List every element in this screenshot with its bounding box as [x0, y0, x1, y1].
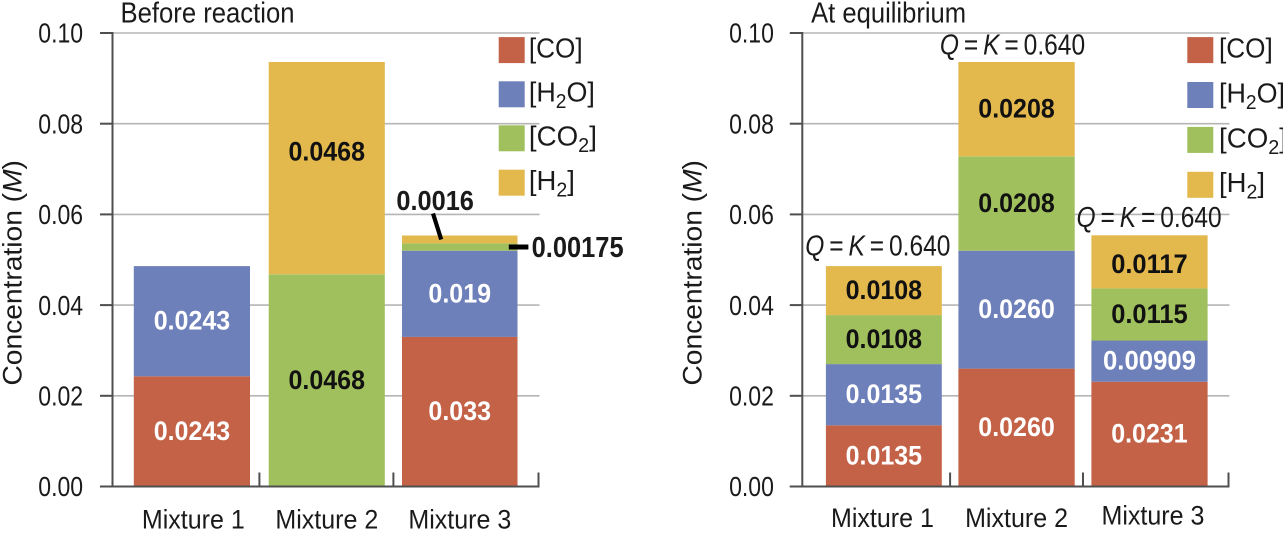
svg-text:0.0468: 0.0468 — [289, 365, 366, 395]
svg-text:0.00175: 0.00175 — [532, 232, 624, 264]
svg-text:Mixture 3: Mixture 3 — [1102, 501, 1205, 531]
svg-text:[CO]: [CO] — [1219, 33, 1273, 64]
svg-text:0.0208: 0.0208 — [978, 188, 1055, 218]
svg-text:Mixture 1: Mixture 1 — [831, 503, 934, 533]
svg-text:Concentration (M): Concentration (M) — [0, 160, 28, 386]
svg-text:[H2O]: [H2O] — [1219, 77, 1283, 114]
svg-text:Mixture 2: Mixture 2 — [275, 504, 378, 534]
svg-text:0.0108: 0.0108 — [846, 324, 923, 354]
svg-text:[CO2]: [CO2] — [529, 121, 597, 158]
svg-text:Mixture 3: Mixture 3 — [408, 504, 511, 534]
svg-text:At equilibrium: At equilibrium — [811, 0, 966, 30]
svg-text:0.0135: 0.0135 — [846, 440, 923, 470]
svg-text:0.10: 0.10 — [38, 18, 83, 49]
svg-text:[CO2]: [CO2] — [1219, 122, 1283, 159]
svg-text:0.04: 0.04 — [729, 290, 774, 321]
svg-text:0.0260: 0.0260 — [978, 294, 1055, 324]
svg-text:0.0016: 0.0016 — [396, 185, 474, 216]
svg-text:0.04: 0.04 — [38, 290, 83, 321]
svg-text:Q = K = 0.640: Q = K = 0.640 — [805, 231, 950, 263]
svg-text:Before reaction: Before reaction — [121, 0, 295, 30]
svg-text:0.0243: 0.0243 — [154, 306, 231, 336]
svg-text:0.0117: 0.0117 — [1111, 249, 1188, 279]
svg-text:0.0260: 0.0260 — [978, 412, 1055, 442]
svg-text:[H2O]: [H2O] — [529, 77, 595, 114]
svg-text:0.0468: 0.0468 — [289, 137, 366, 167]
svg-text:0.10: 0.10 — [729, 18, 774, 49]
svg-text:Concentration (M): Concentration (M) — [678, 160, 708, 386]
svg-text:0.0231: 0.0231 — [1111, 419, 1188, 449]
svg-text:0.0108: 0.0108 — [846, 275, 923, 305]
svg-text:0.00: 0.00 — [729, 471, 774, 502]
svg-text:Q = K = 0.640: Q = K = 0.640 — [940, 30, 1085, 62]
svg-text:0.0115: 0.0115 — [1111, 299, 1188, 329]
svg-text:Q = K = 0.640: Q = K = 0.640 — [1077, 202, 1222, 234]
svg-text:0.06: 0.06 — [38, 199, 83, 230]
svg-text:[H2]: [H2] — [529, 165, 575, 202]
svg-text:0.033: 0.033 — [428, 396, 491, 426]
svg-text:[CO]: [CO] — [529, 33, 583, 64]
svg-text:0.08: 0.08 — [729, 108, 774, 139]
svg-text:[H2]: [H2] — [1219, 167, 1265, 204]
svg-text:Mixture 2: Mixture 2 — [965, 503, 1068, 533]
svg-text:0.06: 0.06 — [729, 199, 774, 230]
svg-text:0.019: 0.019 — [428, 278, 491, 308]
svg-text:0.00: 0.00 — [38, 471, 83, 502]
svg-text:0.00909: 0.00909 — [1103, 346, 1196, 376]
svg-text:0.0135: 0.0135 — [846, 379, 923, 409]
svg-text:0.02: 0.02 — [729, 381, 774, 412]
svg-text:0.0208: 0.0208 — [978, 94, 1055, 124]
svg-text:Mixture 1: Mixture 1 — [142, 504, 245, 534]
svg-text:0.02: 0.02 — [38, 381, 83, 412]
svg-text:0.0243: 0.0243 — [154, 416, 231, 446]
svg-text:0.08: 0.08 — [38, 108, 83, 139]
